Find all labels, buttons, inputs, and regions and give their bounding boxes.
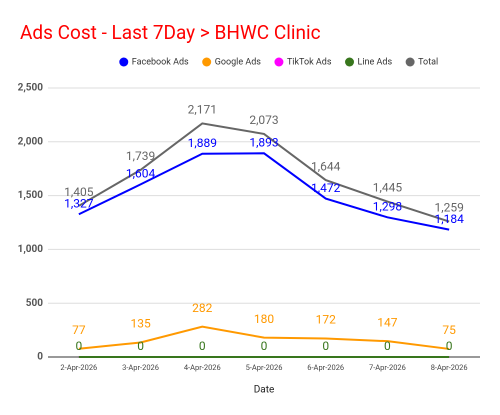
legend-marker (405, 57, 415, 67)
series-line (78, 122, 450, 223)
y-tick-label: 1,000 (18, 244, 44, 255)
data-label: 1,298 (373, 200, 403, 214)
data-label: 0 (384, 339, 391, 353)
x-axis-title: Date (254, 385, 275, 396)
data-label: 135 (130, 317, 150, 331)
data-label: 282 (192, 301, 212, 315)
data-label: 0 (446, 339, 453, 353)
legend-label: TikTok Ads (287, 57, 332, 67)
x-tick-label: 2-Apr-2026 (60, 363, 97, 372)
x-tick-label: 4-Apr-2026 (184, 363, 221, 372)
data-label: 0 (199, 339, 206, 353)
legend-marker (274, 57, 284, 67)
legend-label: Total (418, 57, 438, 67)
legend-label: Facebook Ads (132, 57, 189, 67)
data-label: 1,472 (311, 181, 341, 195)
data-label: 0 (137, 339, 144, 353)
data-label: 2,073 (249, 113, 278, 127)
data-label: 180 (254, 312, 274, 326)
data-label: 75 (442, 323, 456, 337)
data-label: 1,327 (64, 196, 94, 210)
data-label: 1,889 (188, 136, 217, 150)
y-tick-label: 1,500 (18, 190, 44, 201)
y-tick-label: 0 (37, 352, 43, 363)
data-label: 1,445 (373, 181, 403, 195)
legend-marker (202, 57, 212, 67)
x-tick-label: 6-Apr-2026 (307, 363, 344, 372)
data-label: 172 (316, 313, 336, 327)
data-label: 1,644 (311, 159, 341, 173)
data-label: 0 (75, 339, 82, 353)
y-tick-label: 2,000 (18, 136, 44, 147)
legend-marker (119, 57, 129, 67)
legend-label: Line Ads (358, 57, 393, 67)
y-tick-label: 2,500 (18, 83, 44, 94)
data-label: 147 (377, 315, 397, 329)
data-label: 1,259 (434, 201, 463, 215)
data-label: 1,739 (126, 149, 155, 163)
data-label: 1,184 (434, 212, 464, 226)
data-label: 1,604 (126, 167, 156, 181)
data-label: 77 (72, 323, 86, 337)
legend-label: Google Ads (215, 57, 262, 67)
x-tick-label: 8-Apr-2026 (431, 363, 468, 372)
data-label: 0 (261, 339, 268, 353)
series-line (78, 152, 450, 231)
data-label: 1,405 (64, 185, 94, 199)
data-label: 0 (322, 339, 329, 353)
x-tick-label: 7-Apr-2026 (369, 363, 406, 372)
y-tick-label: 500 (26, 298, 43, 309)
data-label: 1,893 (249, 135, 278, 149)
x-tick-label: 5-Apr-2026 (246, 363, 283, 372)
chart-title: Ads Cost - Last 7Day > BHWC Clinic (20, 21, 321, 44)
legend-marker (345, 57, 355, 67)
series-line (78, 325, 450, 350)
data-label: 2,171 (188, 103, 217, 117)
x-tick-label: 3-Apr-2026 (122, 363, 159, 372)
